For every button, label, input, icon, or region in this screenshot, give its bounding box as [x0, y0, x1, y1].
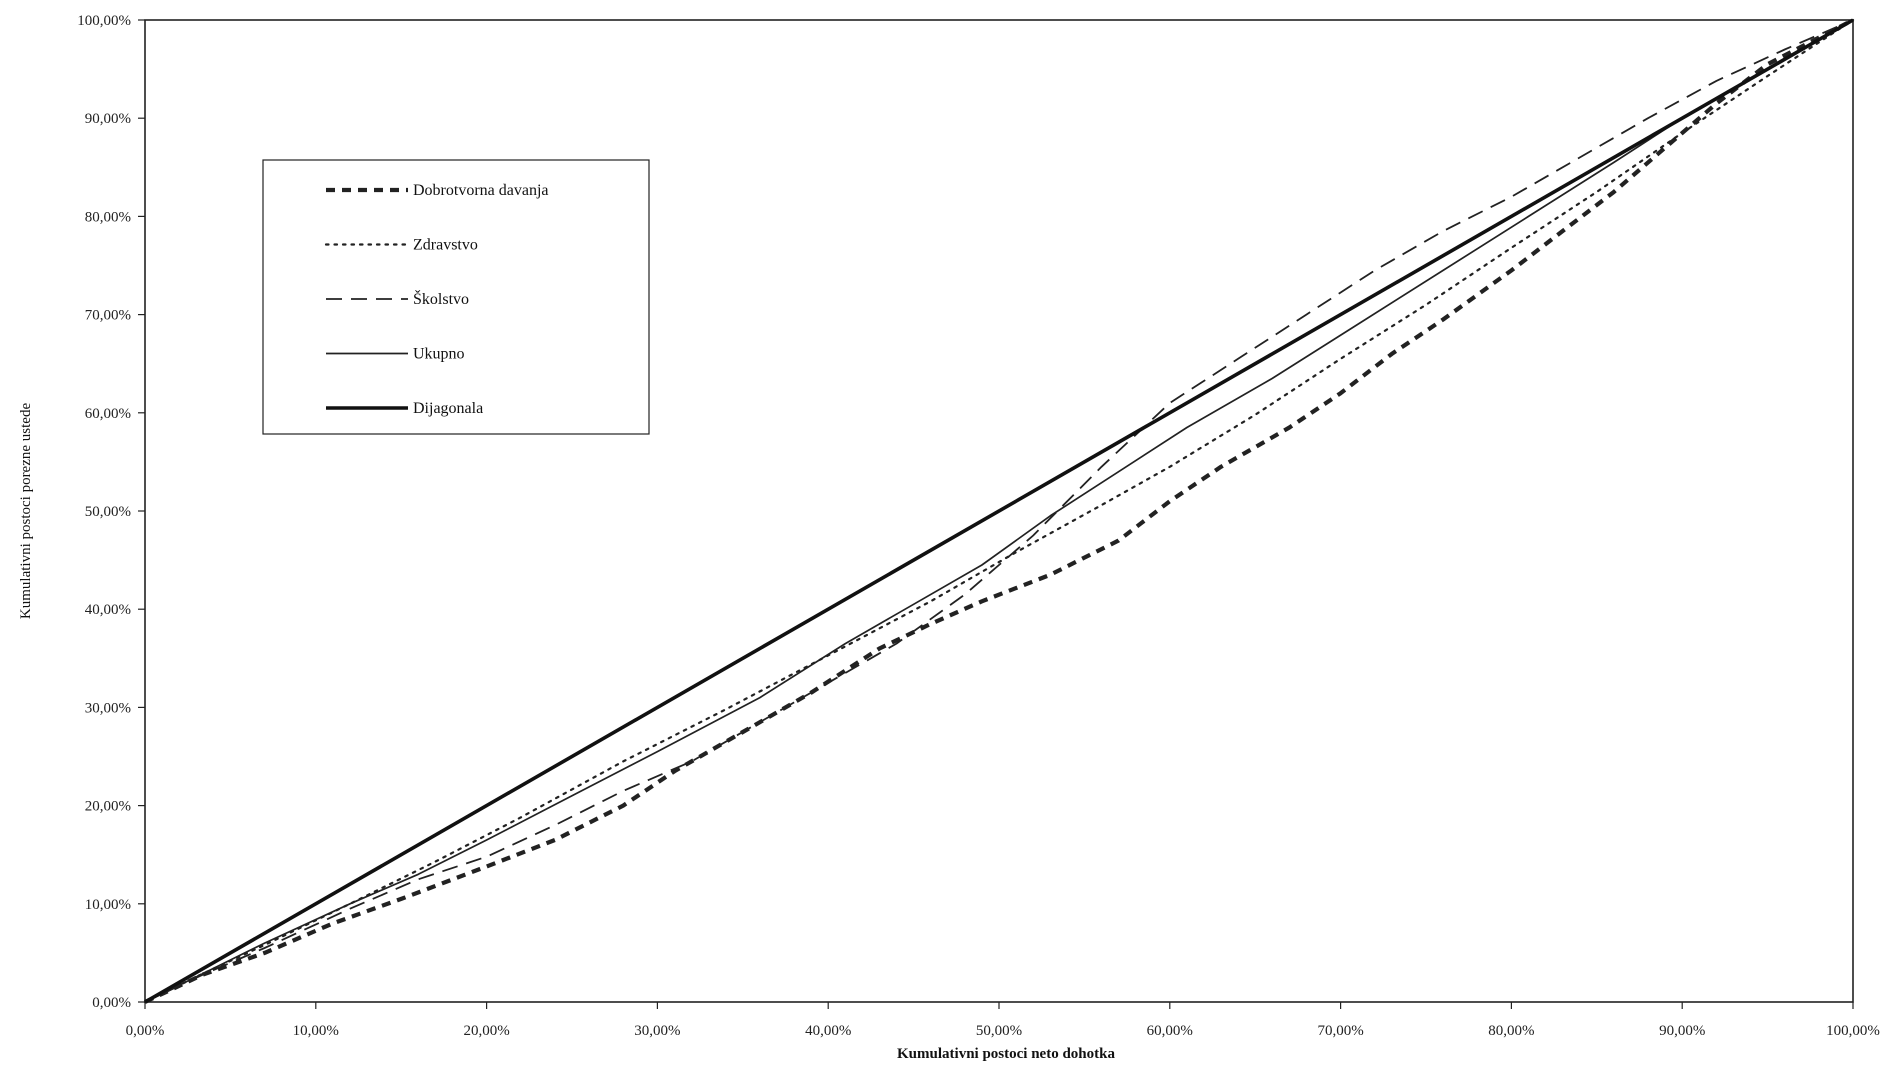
y-tick-label: 90,00% — [85, 111, 131, 127]
y-tick-label: 0,00% — [92, 995, 131, 1011]
legend-label: Dijagonala — [413, 400, 483, 417]
legend-box — [262, 159, 650, 435]
legend-label: Zdravstvo — [413, 237, 478, 254]
axis-ticks: 0,00% 10,00% 20,00% 30,00% 40,00% 50,00% 60,00… — [77, 13, 1880, 1039]
series-line--kolstvo — [144, 19, 1854, 1003]
x-tick-label: 10,00% — [293, 1023, 339, 1039]
y-tick-label: 80,00% — [85, 209, 131, 225]
y-axis-title: Kumulativni postoci porezne ustede — [18, 403, 34, 620]
x-tick-label: 60,00% — [1147, 1023, 1193, 1039]
x-axis-title: Kumulativni postoci neto dohotka — [897, 1046, 1115, 1062]
x-tick-label: 50,00% — [976, 1023, 1022, 1039]
series-line-zdravstvo — [143, 18, 1855, 1004]
legend-label: Ukupno — [413, 346, 465, 363]
y-tick-label: 30,00% — [85, 700, 131, 716]
y-tick-label: 50,00% — [85, 504, 131, 520]
x-tick-label: 100,00% — [1826, 1023, 1880, 1039]
legend-label: Dobrotvorna davanja — [413, 182, 549, 199]
x-tick-label: 0,00% — [126, 1023, 165, 1039]
y-tick-label: 10,00% — [85, 897, 131, 913]
legend: Dobrotvorna davanja Zdravstvo Školstvo Ukup… — [262, 159, 650, 435]
y-tick-label: 40,00% — [85, 602, 131, 618]
x-tick-label: 80,00% — [1488, 1023, 1534, 1039]
x-tick-label: 90,00% — [1659, 1023, 1705, 1039]
y-tick-label: 70,00% — [85, 308, 131, 324]
series-line-dijagonala — [144, 18, 1854, 1004]
x-tick-label: 30,00% — [634, 1023, 680, 1039]
series-line-ukupno — [144, 19, 1854, 1003]
x-tick-label: 70,00% — [1317, 1023, 1363, 1039]
y-tick-label: 100,00% — [77, 13, 131, 29]
x-tick-label: 20,00% — [463, 1023, 509, 1039]
series-line-dobrotvorna-davanja — [144, 18, 1854, 1004]
x-tick-label: 40,00% — [805, 1023, 851, 1039]
y-tick-label: 20,00% — [85, 799, 131, 815]
series-lines — [143, 18, 1855, 1004]
legend-label: Školstvo — [413, 289, 469, 308]
y-tick-label: 60,00% — [85, 406, 131, 422]
